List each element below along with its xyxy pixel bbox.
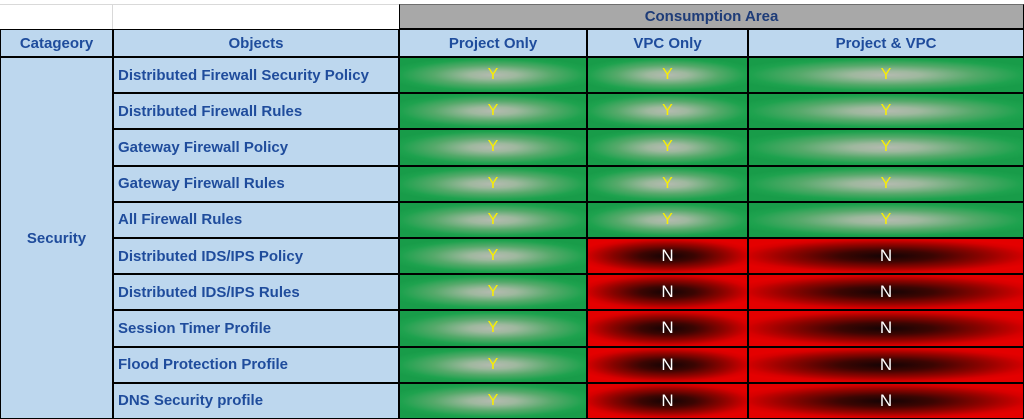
value-cell-project-vpc: N xyxy=(748,238,1024,275)
value-cell-project-vpc: Y xyxy=(748,201,1024,238)
value-cell-vpc-only: N xyxy=(587,274,748,311)
value-cell-project-only: Y xyxy=(399,201,587,238)
object-label-cell: Session Timer Profile xyxy=(113,310,399,347)
value-cell-project-only: Y xyxy=(399,238,587,275)
object-label-cell: DNS Security profile xyxy=(113,382,399,419)
value-cell-project-only: Y xyxy=(399,165,587,202)
value-cell-vpc-only: N xyxy=(587,346,748,383)
value-cell-project-only: Y xyxy=(399,382,587,419)
value-cell-vpc-only: Y xyxy=(587,57,748,94)
value-cell-project-only: Y xyxy=(399,129,587,166)
consumption-matrix-table: Consumption Area Catageory Objects Proje… xyxy=(0,4,1024,419)
value-cell-vpc-only: Y xyxy=(587,93,748,130)
object-label-cell: Gateway Firewall Policy xyxy=(113,129,399,166)
column-header-vpc-only: VPC Only xyxy=(587,29,748,57)
column-header-project-vpc: Project & VPC xyxy=(748,29,1024,57)
column-header-objects: Objects xyxy=(113,29,399,57)
value-cell-project-vpc: N xyxy=(748,346,1024,383)
column-header-project-only: Project Only xyxy=(399,29,587,57)
consumption-area-header: Consumption Area xyxy=(399,4,1024,29)
value-cell-vpc-only: N xyxy=(587,310,748,347)
value-cell-project-only: Y xyxy=(399,346,587,383)
value-cell-project-vpc: Y xyxy=(748,57,1024,94)
value-cell-project-vpc: N xyxy=(748,310,1024,347)
value-cell-project-only: Y xyxy=(399,274,587,311)
value-cell-vpc-only: N xyxy=(587,238,748,275)
object-label-cell: Gateway Firewall Rules xyxy=(113,165,399,202)
value-cell-vpc-only: Y xyxy=(587,201,748,238)
column-header-category: Catageory xyxy=(0,29,113,57)
value-cell-vpc-only: Y xyxy=(587,129,748,166)
empty-cell xyxy=(113,4,399,29)
value-cell-project-only: Y xyxy=(399,310,587,347)
object-label-cell: Flood Protection Profile xyxy=(113,346,399,383)
value-cell-project-only: Y xyxy=(399,93,587,130)
value-cell-project-vpc: N xyxy=(748,382,1024,419)
object-label-cell: All Firewall Rules xyxy=(113,201,399,238)
empty-cell xyxy=(0,4,113,29)
value-cell-project-vpc: N xyxy=(748,274,1024,311)
object-label-cell: Distributed IDS/IPS Rules xyxy=(113,274,399,311)
value-cell-project-vpc: Y xyxy=(748,165,1024,202)
value-cell-project-vpc: Y xyxy=(748,93,1024,130)
object-label-cell: Distributed IDS/IPS Policy xyxy=(113,238,399,275)
category-cell-security: Security xyxy=(0,57,113,419)
object-label-cell: Distributed Firewall Security Policy xyxy=(113,57,399,94)
value-cell-project-only: Y xyxy=(399,57,587,94)
value-cell-project-vpc: Y xyxy=(748,129,1024,166)
value-cell-vpc-only: Y xyxy=(587,165,748,202)
object-label-cell: Distributed Firewall Rules xyxy=(113,93,399,130)
value-cell-vpc-only: N xyxy=(587,382,748,419)
